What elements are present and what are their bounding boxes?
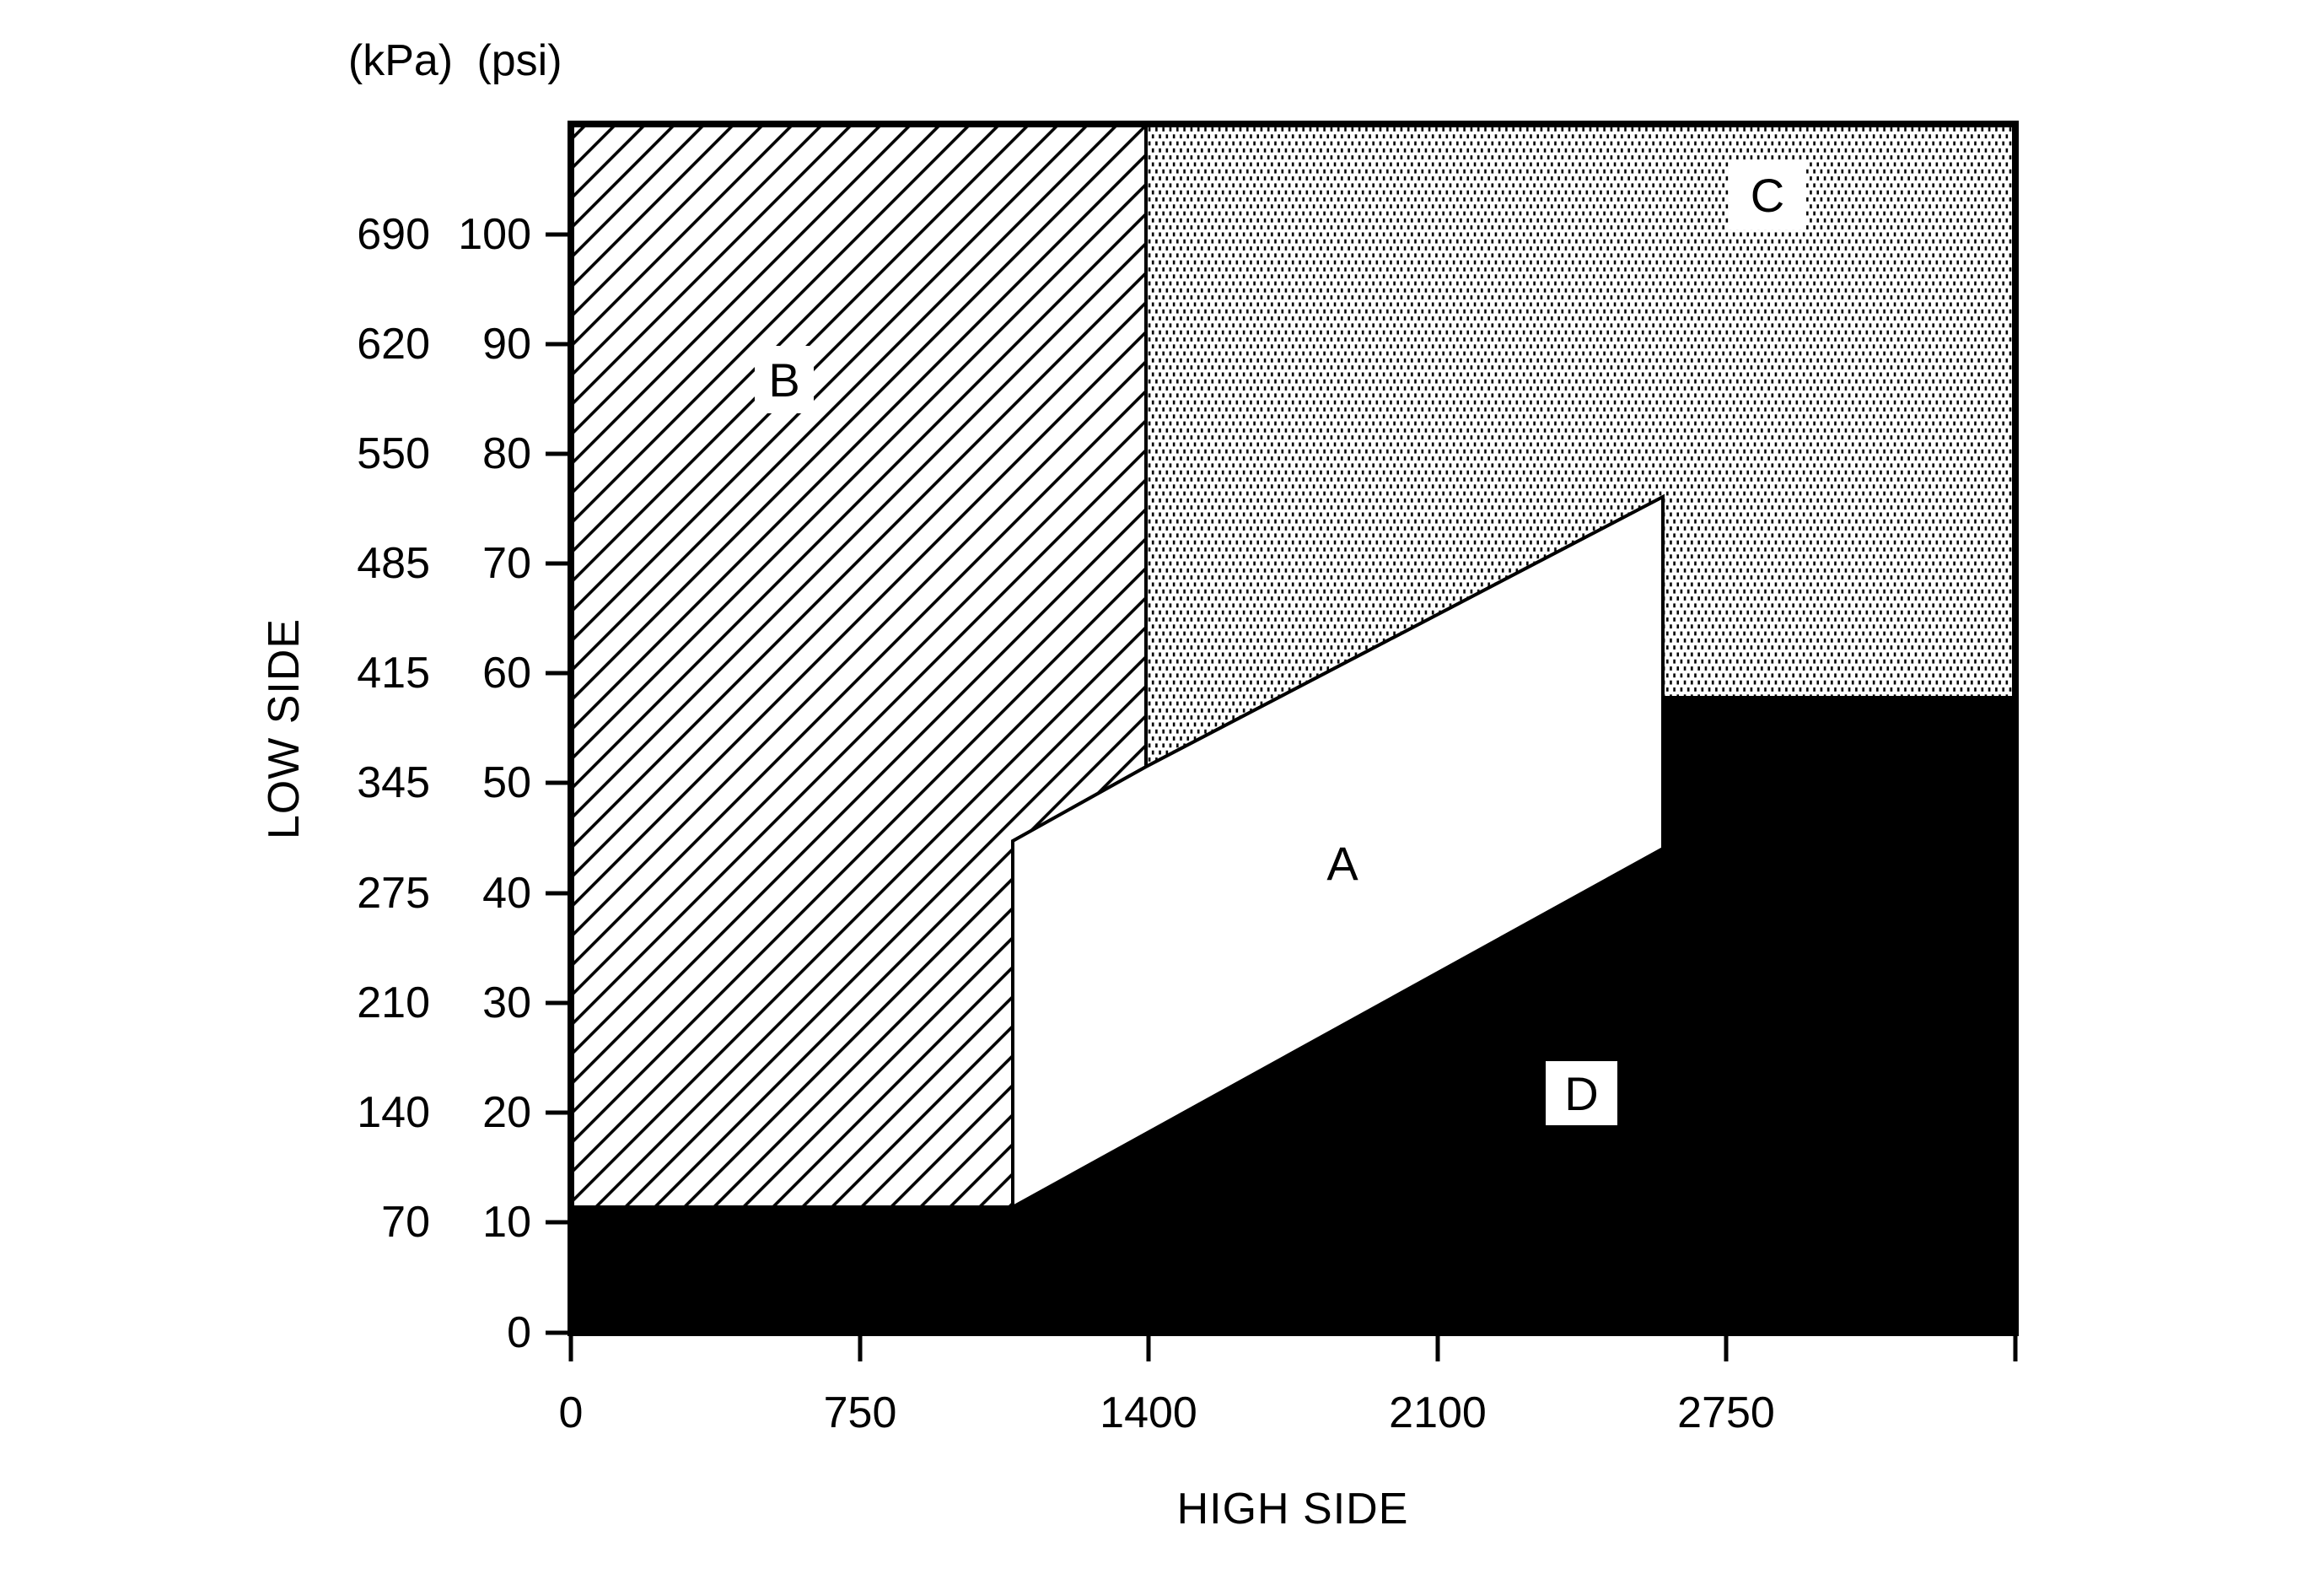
region-d-shape [571, 698, 2015, 1333]
y-tick-kpa: 210 [357, 978, 430, 1027]
y-tick-kpa: 485 [357, 539, 430, 588]
region-c-label: C [1729, 161, 1806, 229]
plot-border [568, 121, 2019, 1336]
y-tick-psi: 30 [482, 978, 531, 1027]
y-tick-psi: 10 [482, 1198, 531, 1247]
y-tick-kpa: 620 [357, 320, 430, 369]
y-tick-kpa: 690 [357, 210, 430, 259]
y-tick-psi: 90 [482, 320, 531, 369]
y-tick-psi: 60 [482, 649, 531, 698]
y-axis-ticks [546, 232, 573, 1335]
y-tick-kpa: 140 [357, 1088, 430, 1137]
y-tick-psi: 100 [458, 210, 531, 259]
y-tick-psi: 20 [482, 1088, 531, 1137]
y-tick-kpa: 275 [357, 869, 430, 918]
x-tick-label: 0 [558, 1388, 584, 1437]
y-tick-psi: 0 [507, 1308, 531, 1357]
y-tick-kpa: 550 [357, 429, 430, 478]
x-axis-ticks [568, 1331, 2018, 1361]
y-tick-psi: 40 [482, 869, 531, 918]
y-tick-psi: 70 [482, 539, 531, 588]
region-b-label: B [755, 346, 814, 413]
y-tick-psi: 50 [482, 758, 531, 807]
y-tick-kpa: 345 [357, 758, 430, 807]
x-tick-label: 2100 [1389, 1388, 1487, 1437]
y-tick-psi: 80 [482, 429, 531, 478]
x-tick-label: 1400 [1100, 1388, 1197, 1437]
region-a-shape [1011, 493, 1665, 1210]
kpa-unit-label: (kPa) [347, 36, 454, 85]
x-tick-label: 750 [823, 1388, 897, 1437]
psi-unit-label: (psi) [476, 36, 562, 85]
y-tick-kpa: 415 [357, 649, 430, 698]
y-axis-title: LOW SIDE [260, 617, 309, 840]
region-a-label: A [1326, 836, 1358, 890]
y-tick-kpa: 70 [381, 1198, 430, 1247]
x-tick-label: 2750 [1677, 1388, 1775, 1437]
x-axis-title: HIGH SIDE [1176, 1485, 1409, 1534]
region-d-label: D [1546, 1061, 1617, 1125]
